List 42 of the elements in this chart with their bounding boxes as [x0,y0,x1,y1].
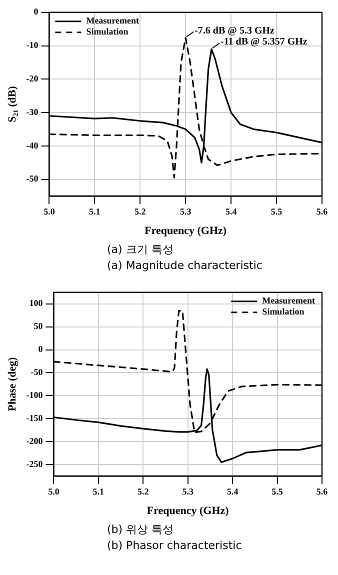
y-tick-label: -200 [26,436,44,446]
x-tick-label: 5.4 [225,206,238,217]
x-tick-label: 5.1 [89,206,101,217]
x-axis-title: Frequency (GHz) [144,225,227,238]
x-axis-title: Frequency (GHz) [146,505,230,518]
text: (a) 크기 특성 [107,242,174,258]
y-tick-label: 0 [34,6,39,17]
x-tick-label: 5.3 [180,206,192,217]
y-tick-label: -10 [26,40,39,50]
x-tick-label: 5.6 [316,486,328,497]
x-tick-label: 5.6 [316,206,328,217]
x-tick-label: 5.0 [44,206,56,217]
y-tick-label: -30 [26,106,39,117]
x-tick-label: 5.0 [48,486,60,497]
y-tick-label: -100 [26,390,44,400]
legend-label: Simulation [86,26,128,37]
legend-label: Measurement [262,296,316,306]
y-tick-label: -20 [26,73,39,84]
y-axis-title: Phase (deg) [6,356,18,412]
annotation: -11 dB @ 5.357 GHz [220,36,308,48]
y-tick-label: 100 [29,298,44,308]
x-tick-label: 5.5 [272,486,284,497]
y-tick-label: -250 [26,458,44,469]
legend-label: Measurement [86,16,140,26]
x-tick-label: 5.2 [134,206,146,217]
x-tick-label: 5.5 [270,206,283,217]
y-tick-label: -50 [30,367,44,378]
text: (b) Phasor characteristic [107,538,243,554]
y-tick-label: -40 [26,140,39,150]
x-tick-label: 5.4 [226,486,239,497]
text: (a) Magnitude characteristic [107,258,264,274]
y-tick-label: -50 [26,174,39,184]
annotation: -7.6 dB @ 5.3 GHz [194,25,276,36]
y-tick-label: 50 [34,321,44,332]
x-tick-label: 5.2 [138,486,150,497]
y-axis-title: S₂₁ (dB) [6,86,18,122]
y-tick-label: 0 [38,344,44,354]
x-tick-label: 5.1 [92,486,105,497]
y-tick-label: -150 [26,412,44,423]
text: (b) 위상 특성 [107,522,175,538]
x-tick-label: 5.3 [182,486,194,497]
legend-label: Simulation [262,306,304,317]
